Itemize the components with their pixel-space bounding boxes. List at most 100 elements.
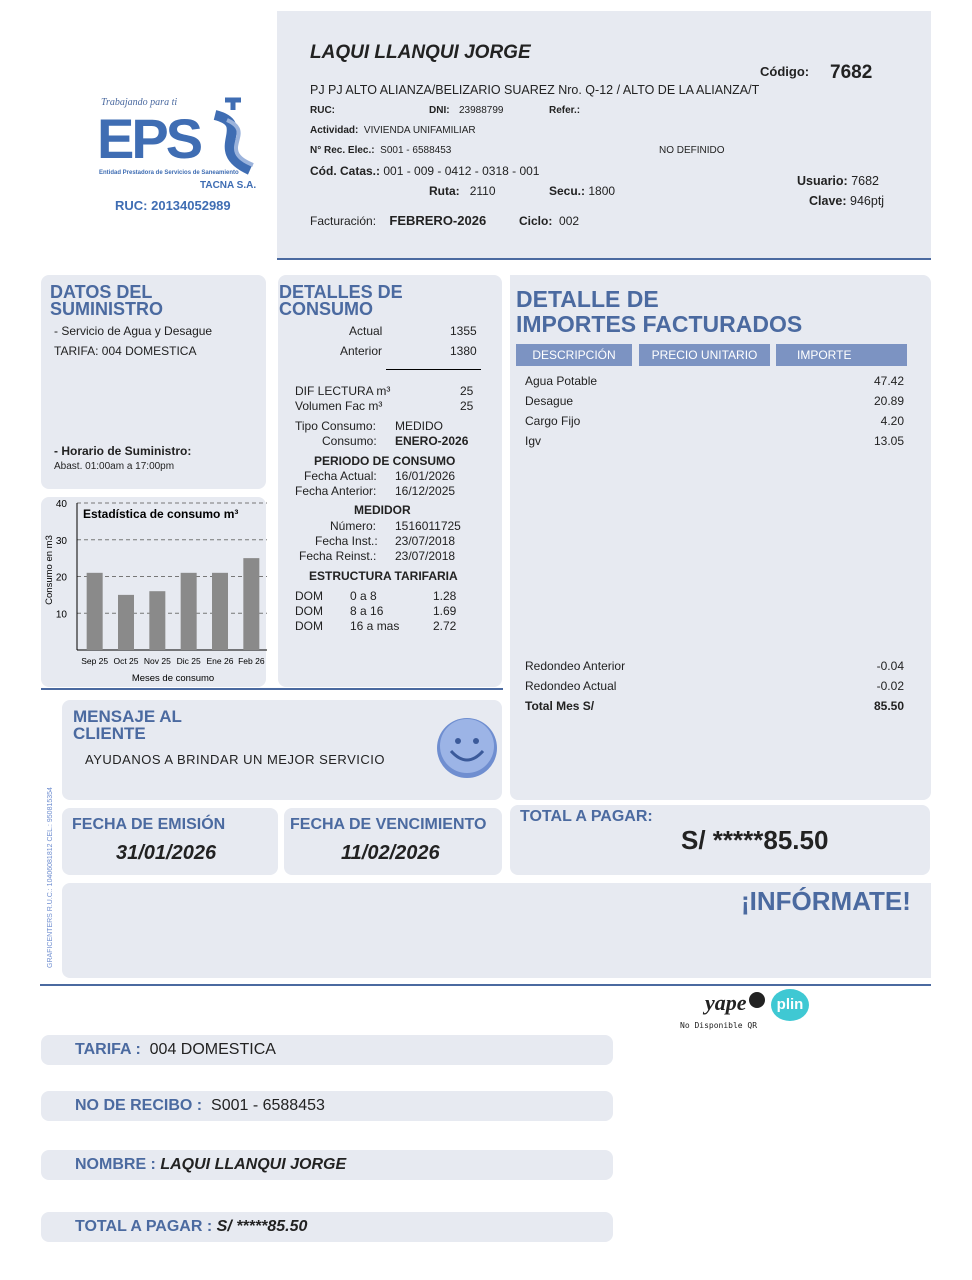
yape-badge-icon (749, 992, 765, 1008)
tarifa-cell-v: 1.28 (433, 589, 457, 603)
ruc-label: RUC: (310, 105, 335, 116)
facturacion-label: Facturación: (310, 214, 377, 228)
vol-label: Volumen Fac m³ (295, 399, 383, 413)
actual-label: Actual (349, 324, 383, 338)
fecha-actual-value: 16/01/2026 (395, 469, 456, 483)
servicio: - Servicio de Agua y Desague (54, 324, 213, 338)
fecha-anterior-value: 16/12/2025 (395, 484, 456, 498)
actividad-value: VIVIENDA UNIFAMILIAR (363, 125, 476, 136)
stub-nombre-value: LAQUI LLANQUI JORGE (160, 1156, 347, 1173)
smiley-icon (437, 718, 497, 778)
address: PJ PJ ALTO ALIANZA/BELIZARIO SUAREZ Nro.… (310, 83, 760, 97)
header-panel (277, 11, 931, 258)
client-name: LAQUI LLANQUI JORGE (310, 42, 531, 63)
numero-label: Número: (330, 519, 377, 533)
x-tick-label: Feb 26 (238, 656, 265, 666)
mensaje-title-1: MENSAJE AL (73, 707, 182, 726)
consumo-title-2: CONSUMO (279, 299, 373, 319)
logo-subtitle: Entidad Prestadora de Servicios de Sanea… (99, 170, 239, 176)
stub-nombre: NOMBRE : LAQUI LLANQUI JORGE (41, 1150, 613, 1180)
clave-label: Clave: (809, 194, 847, 208)
vol-value: 25 (460, 399, 474, 413)
logo-name: EPS (97, 107, 203, 170)
total-value: S/ *****85.50 (681, 825, 829, 855)
consumo-panel (278, 275, 502, 687)
section-divider (41, 688, 503, 690)
tarifa-cell-v: 2.72 (433, 619, 457, 633)
bar (180, 572, 197, 650)
ruc-row: RUC: DNI: 23988799 Refer.: (310, 105, 580, 116)
importe-description: Desague (525, 394, 574, 408)
tipo-value: MEDIDO (395, 419, 443, 433)
total-label: TOTAL A PAGAR: (520, 808, 653, 825)
stub-recibo-value: S001 - 6588453 (211, 1097, 325, 1114)
stub-tarifa-value: 004 DOMESTICA (149, 1041, 276, 1058)
tarifa-cell-c: DOM (295, 619, 323, 633)
plin-logo: plin (771, 989, 809, 1021)
fecha-anterior-label: Fecha Anterior: (295, 484, 377, 498)
x-tick-label: Sep 25 (81, 656, 108, 666)
dif-value: 25 (460, 384, 474, 398)
printer-side-text: GRAFICENTERS R.U.C.: 10406081812 CEL.: 9… (47, 787, 54, 968)
emision-value: 31/01/2026 (116, 842, 217, 864)
ciclo-row: Ciclo: 002 (519, 214, 579, 228)
x-tick-label: Nov 25 (144, 656, 171, 666)
periodo-title: PERIODO DE CONSUMO (314, 454, 456, 468)
actividad-label: Actividad: (310, 125, 359, 136)
tarifa-cell-r: 0 a 8 (350, 589, 377, 603)
dni-label: DNI: (429, 105, 450, 116)
redondeo-anterior-label: Redondeo Anterior (525, 659, 626, 673)
x-axis-label: Meses de consumo (132, 673, 214, 684)
logo-company: TACNA S.A. (200, 180, 257, 191)
facturacion-row: Facturación: FEBRERO-2026 (310, 213, 486, 228)
importes-title-2: IMPORTES FACTURADOS (516, 311, 803, 337)
stub-total-label: TOTAL A PAGAR : (75, 1218, 213, 1235)
tarifa-cell-r: 8 a 16 (350, 604, 384, 618)
actividad-row: Actividad: VIVIENDA UNIFAMILIAR (310, 125, 476, 136)
importe-amount: 13.05 (873, 434, 904, 448)
facturacion-value: FEBRERO-2026 (389, 213, 487, 228)
ciclo-value: 002 (559, 214, 580, 228)
consumption-chart: 10 20 30 40 Sep 25 Oct 25 Nov 25 Dic 25 Ene 26 Fe… (44, 499, 267, 684)
inst-label: Fecha Inst.: (315, 534, 378, 548)
logo-tagline: Trabajando para ti (101, 97, 178, 108)
no-definido: NO DEFINIDO (659, 145, 725, 156)
total-mes-label: Total Mes S/ (525, 699, 595, 713)
refer-label: Refer.: (549, 105, 581, 116)
y-tick-label: 20 (56, 573, 68, 584)
actual-value: 1355 (450, 324, 477, 338)
codigo-label: Código: (760, 64, 810, 79)
emision-label: FECHA DE EMISIÓN (72, 816, 226, 833)
horario-value: Abast. 01:00am a 17:00pm (54, 461, 175, 472)
x-tick-label: Dic 25 (177, 656, 201, 666)
vencimiento-panel (284, 808, 502, 875)
consumo-title-1: DETALLES DE (279, 282, 403, 302)
suministro-title-1: DATOS DEL (50, 282, 153, 302)
rec-row: N° Rec. Elec.: S001 - 6588453 (310, 145, 451, 156)
inst-value: 23/07/2018 (395, 534, 456, 548)
redondeo-actual-value: -0.02 (876, 679, 904, 693)
importe-amount: 47.42 (873, 374, 904, 388)
col-precio-unitario: PRECIO UNITARIO (639, 344, 770, 366)
qr-unavailable: No Disponible QR (680, 1021, 758, 1030)
bar (243, 558, 260, 650)
dni-value: 23988799 (459, 105, 504, 116)
anterior-label: Anterior (340, 344, 383, 358)
secu-label: Secu.: (549, 184, 586, 198)
ruta-value: 2110 (469, 184, 496, 198)
clave-row: Clave: 946ptj (809, 194, 884, 208)
tarifa-cell-v: 1.69 (433, 604, 457, 618)
informate-panel (62, 883, 931, 978)
yape-logo: yape (705, 990, 747, 1015)
mensaje-title-2: CLIENTE (73, 724, 146, 743)
importe-description: Cargo Fijo (525, 414, 581, 428)
stub-recibo-label: NO DE RECIBO : (75, 1097, 203, 1114)
chart-title: Estadística de consumo m³ (83, 507, 238, 521)
catas-label: Cód. Catas.: (310, 164, 381, 178)
importes-title: DETALLE DE IMPORTES FACTURADOS (516, 287, 802, 337)
suministro-panel (41, 275, 266, 489)
medidor-title: MEDIDOR (354, 503, 411, 517)
catas-row: Cód. Catas.: 001 - 009 - 0412 - 0318 - 0… (310, 164, 539, 178)
stub-recibo: NO DE RECIBO : S001 - 6588453 (41, 1091, 613, 1121)
importe-amount: 20.89 (873, 394, 904, 408)
